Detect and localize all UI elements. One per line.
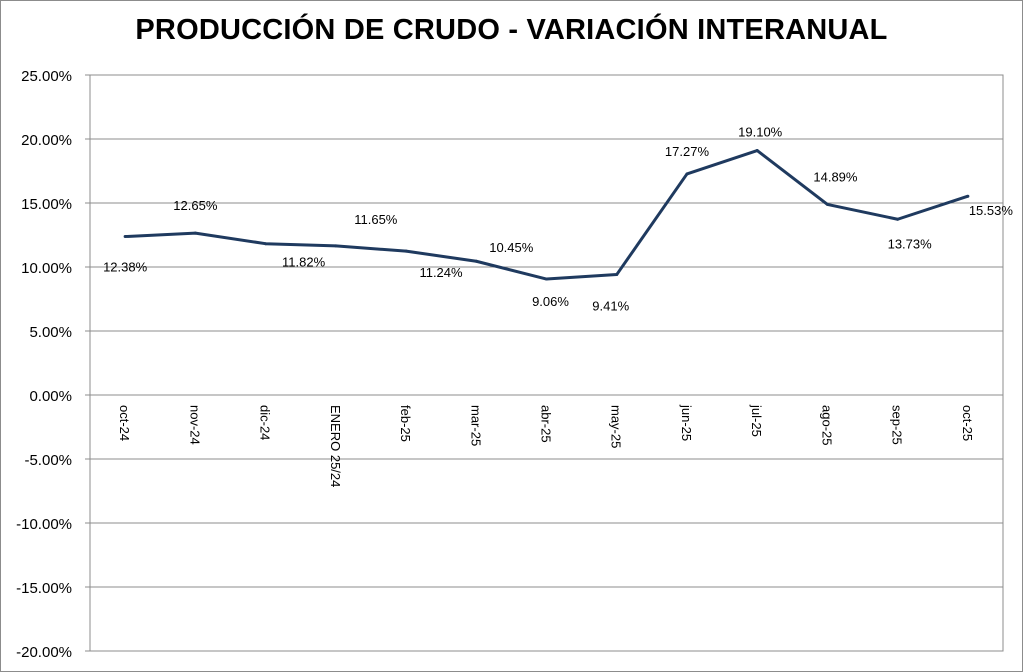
data-label: 15.53% <box>969 203 1014 218</box>
data-point <box>193 231 197 235</box>
y-tick-label: 15.00% <box>21 196 72 213</box>
data-point <box>755 149 759 153</box>
y-tick-label: -10.00% <box>16 516 72 533</box>
y-tick-label: 10.00% <box>21 260 72 277</box>
data-point <box>825 202 829 206</box>
x-tick-label: oct-24 <box>117 405 132 441</box>
data-label: 9.41% <box>592 299 629 314</box>
x-tick-label: jul-25 <box>749 404 764 437</box>
x-tick-label: mar-25 <box>468 405 483 446</box>
chart-title: PRODUCCIÓN DE CRUDO - VARIACIÓN INTERANU… <box>135 14 888 46</box>
x-tick-label: may-25 <box>609 405 624 448</box>
data-point <box>334 244 338 248</box>
x-tick-label: nov-24 <box>187 405 202 445</box>
y-tick-label: -20.00% <box>16 644 72 661</box>
y-tick-label: 5.00% <box>29 324 72 341</box>
data-point <box>264 242 268 246</box>
data-label: 14.89% <box>813 169 858 184</box>
x-tick-label: ago-25 <box>819 405 834 445</box>
data-point <box>615 273 619 277</box>
data-point <box>474 259 478 263</box>
data-label: 11.82% <box>282 255 326 270</box>
data-point <box>966 194 970 198</box>
data-label: 19.10% <box>738 125 783 140</box>
y-tick-label: 0.00% <box>29 388 72 405</box>
plot-area <box>89 74 1004 652</box>
data-point <box>545 277 548 281</box>
data-label: 11.24% <box>419 265 463 280</box>
x-tick-label: sep-25 <box>890 405 905 445</box>
data-label: 13.73% <box>888 236 933 251</box>
x-tick-label: feb-25 <box>398 405 413 442</box>
data-label: 12.65% <box>173 198 218 213</box>
y-tick-label: -5.00% <box>24 452 72 469</box>
data-point <box>123 235 127 239</box>
data-point <box>685 172 689 176</box>
data-label: 9.06% <box>532 294 569 309</box>
x-tick-label: oct-25 <box>960 405 975 441</box>
y-tick-label: -15.00% <box>16 580 72 597</box>
x-tick-label: dic-24 <box>258 405 273 440</box>
data-point <box>896 217 900 221</box>
data-label: 17.27% <box>665 144 710 159</box>
data-label: 10.45% <box>489 240 534 255</box>
data-point <box>404 249 408 253</box>
data-label: 12.38% <box>103 260 148 275</box>
x-tick-label: ENERO 25/24 <box>328 405 343 487</box>
y-tick-label: 25.00% <box>21 68 72 85</box>
x-tick-label: jun-25 <box>679 404 694 441</box>
x-tick-label: abr-25 <box>539 405 554 443</box>
y-tick-label: 20.00% <box>21 132 72 149</box>
data-label: 11.65% <box>354 212 398 227</box>
